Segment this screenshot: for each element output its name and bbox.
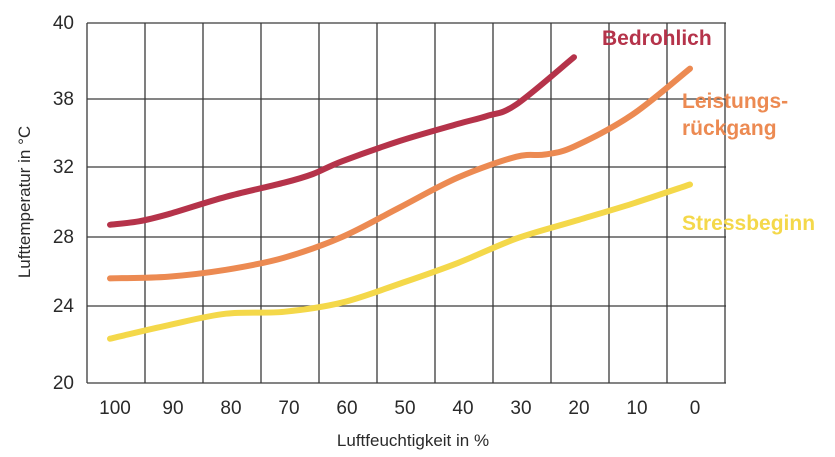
y-tick-label: 28 [53,227,74,248]
y-tick-label: 24 [53,296,75,317]
series-lines [107,54,693,342]
x-tick-label: 60 [336,398,357,419]
x-tick-label: 10 [626,398,647,419]
series-labels: Bedrohlich Leistungs-rückgang Stressbeginn [602,27,815,235]
x-tick-label: 20 [568,398,589,419]
x-tick-label: 50 [394,398,415,419]
x-axis-title: Luftfeuchtigkeit in % [337,431,489,450]
y-tick-label: 40 [53,13,74,34]
series-label: Bedrohlich [602,27,712,50]
y-axis-title: Lufttemperatur in °C [15,126,34,278]
x-tick-label: 0 [690,398,701,419]
x-tick-label: 90 [162,398,183,419]
x-tick-label: 100 [99,398,131,419]
y-tick-label: 38 [53,89,74,110]
x-tick-label: 40 [452,398,473,419]
x-tick-label: 30 [510,398,531,419]
series-line [107,65,693,282]
series-label: rückgang [682,117,777,140]
x-tick-label: 70 [278,398,299,419]
x-tick-label: 80 [220,398,241,419]
grid [86,22,726,384]
series-line [107,181,693,342]
series-label: Stressbeginn [682,212,815,235]
y-tick-label: 20 [53,373,74,394]
series-line [107,54,577,228]
series-label: Leistungs- [682,90,788,113]
y-tick-label: 32 [53,157,74,178]
